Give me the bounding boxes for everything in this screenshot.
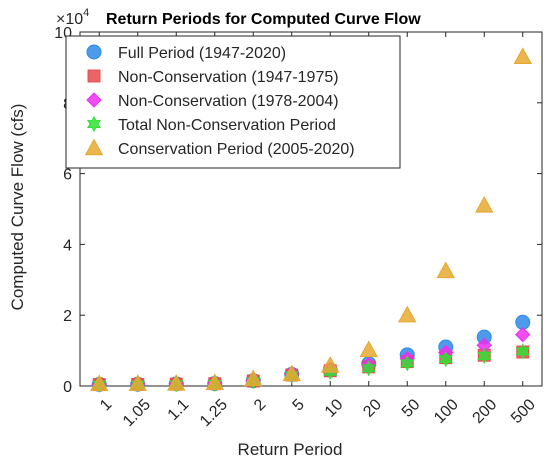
x-axis-label: Return Period (238, 440, 343, 459)
x-tick-label: 200 (470, 396, 501, 427)
y-tick-label: 4 (63, 237, 72, 254)
data-point (282, 364, 301, 382)
legend-label: Full Period (1947-2020) (118, 45, 286, 62)
x-tick-label: 100 (431, 396, 462, 427)
y-tick-label: 2 (63, 308, 72, 325)
legend-marker (86, 44, 102, 60)
data-point (475, 196, 494, 213)
x-tick-label: 1 (97, 396, 115, 414)
legend-label: Total Non-Conservation Period (118, 117, 336, 134)
data-point (361, 360, 376, 377)
data-point (515, 326, 531, 343)
legend-marker (84, 138, 104, 156)
data-marks (90, 47, 532, 393)
data-point (515, 343, 530, 360)
x-tick-label: 20 (360, 396, 385, 421)
y-multiplier-exponent: 4 (83, 7, 89, 19)
data-point (128, 374, 147, 391)
legend-label: Non-Conservation (1947-1975) (118, 69, 339, 86)
x-tick-label: 10 (322, 396, 347, 421)
data-point (438, 351, 453, 368)
data-point (244, 369, 263, 387)
x-tick-label: 5 (290, 396, 308, 414)
data-point (513, 47, 532, 64)
data-point (167, 374, 186, 391)
series-5 (90, 47, 532, 392)
y-multiplier-base: ×10 (56, 11, 83, 28)
data-point (205, 373, 224, 391)
y-multiplier: ×104 (56, 7, 89, 28)
data-point (359, 340, 378, 358)
y-tick-label: 0 (63, 379, 72, 396)
x-tick-label: 1.1 (165, 396, 193, 424)
data-point (321, 356, 340, 373)
legend-marker (86, 92, 102, 108)
legend-box (65, 35, 401, 169)
legend-label: Conservation Period (2005-2020) (118, 141, 355, 158)
x-tick-label: 1.25 (197, 396, 231, 430)
x-tick-label: 2 (251, 396, 269, 414)
y-axis-label: Computed Curve Flow (cfs) (8, 104, 27, 311)
x-tick-label: 500 (508, 396, 539, 427)
data-point (90, 374, 109, 392)
legend-marker (87, 69, 101, 83)
data-point (398, 305, 417, 323)
x-tick-label: 1.05 (120, 396, 154, 430)
x-tick-label: 50 (399, 396, 424, 421)
legend-marker (87, 115, 101, 133)
data-point (477, 347, 492, 364)
data-point (436, 261, 455, 279)
data-point (400, 355, 415, 372)
legend-label: Non-Conservation (1978-2004) (118, 93, 339, 110)
chart-title: Return Periods for Computed Curve Flow (106, 11, 421, 28)
legend: Full Period (1947-2020) Non-Conservation … (65, 35, 401, 169)
y-tick-label: 6 (63, 167, 72, 184)
